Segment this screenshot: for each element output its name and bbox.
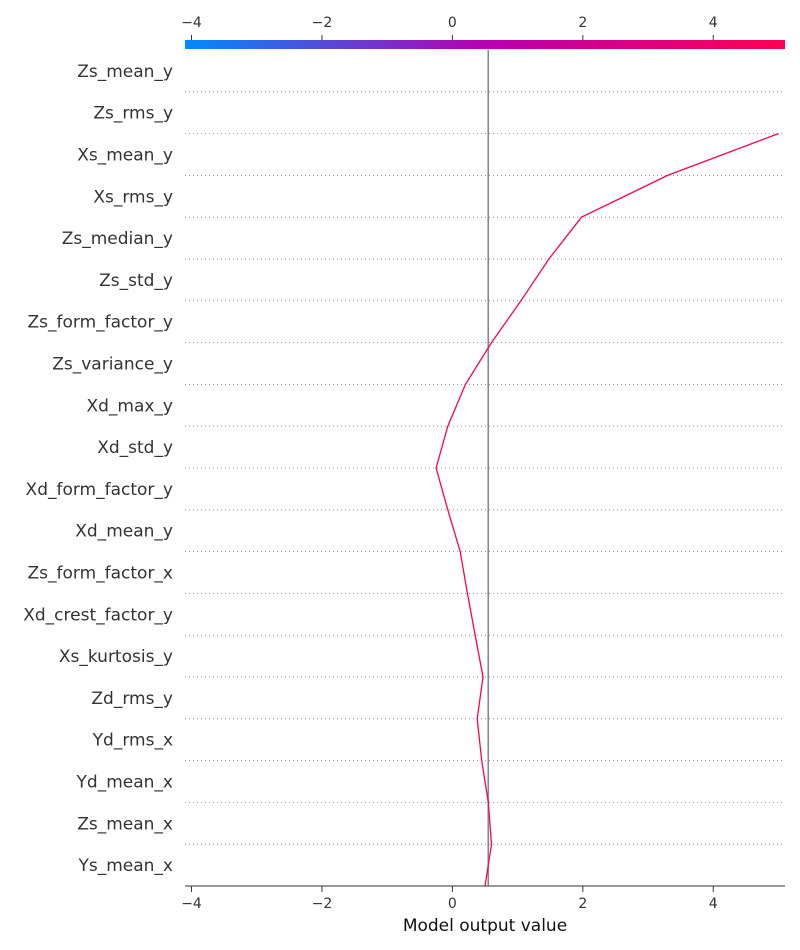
feature-label: Xs_mean_y [77, 146, 173, 166]
feature-label: Zd_rms_y [91, 689, 173, 709]
top-tick-label: 2 [578, 15, 587, 31]
top-tick-label: −4 [181, 15, 202, 31]
colorbar [185, 40, 785, 49]
top-tick-label: 4 [709, 15, 718, 31]
x-axis-ticks: −4 −4 −2 −2 0 0 2 2 4 4 [181, 15, 718, 912]
grid-lines [185, 91, 785, 845]
feature-label: Zs_variance_y [52, 355, 173, 375]
decision-path-line [435, 132, 779, 887]
feature-label: Zs_form_factor_y [27, 313, 173, 333]
feature-label: Zs_std_y [99, 271, 173, 291]
feature-label: Xd_max_y [86, 396, 173, 416]
bottom-tick-label: −4 [181, 896, 202, 912]
bottom-tick-label: −2 [312, 896, 333, 912]
bottom-tick-label: 4 [709, 896, 718, 912]
feature-label: Yd_mean_x [76, 773, 173, 793]
top-tick-label: −2 [312, 15, 333, 31]
feature-label: Zs_median_y [62, 229, 173, 249]
feature-label: Zs_rms_y [93, 104, 173, 124]
feature-label: Xd_crest_factor_y [23, 605, 173, 625]
feature-label: Yd_rms_x [92, 731, 173, 751]
feature-labels: Zs_mean_y Zs_rms_y Xs_mean_y Xs_rms_y Zs_med… [23, 62, 173, 876]
feature-label: Xs_rms_y [93, 187, 173, 207]
x-axis-title: Model output value [403, 916, 567, 936]
feature-label: Xd_form_factor_y [26, 480, 173, 500]
feature-label: Zs_form_factor_x [27, 564, 173, 584]
feature-label: Xd_mean_y [75, 522, 173, 542]
top-tick-label: 0 [448, 15, 457, 31]
feature-label: Xd_std_y [97, 438, 173, 458]
bottom-tick-label: 0 [448, 896, 457, 912]
feature-label: Xs_kurtosis_y [59, 647, 173, 667]
feature-label: Zs_mean_x [77, 814, 173, 834]
feature-label: Zs_mean_y [77, 62, 173, 82]
bottom-tick-label: 2 [578, 896, 587, 912]
feature-label: Ys_mean_x [77, 856, 173, 876]
